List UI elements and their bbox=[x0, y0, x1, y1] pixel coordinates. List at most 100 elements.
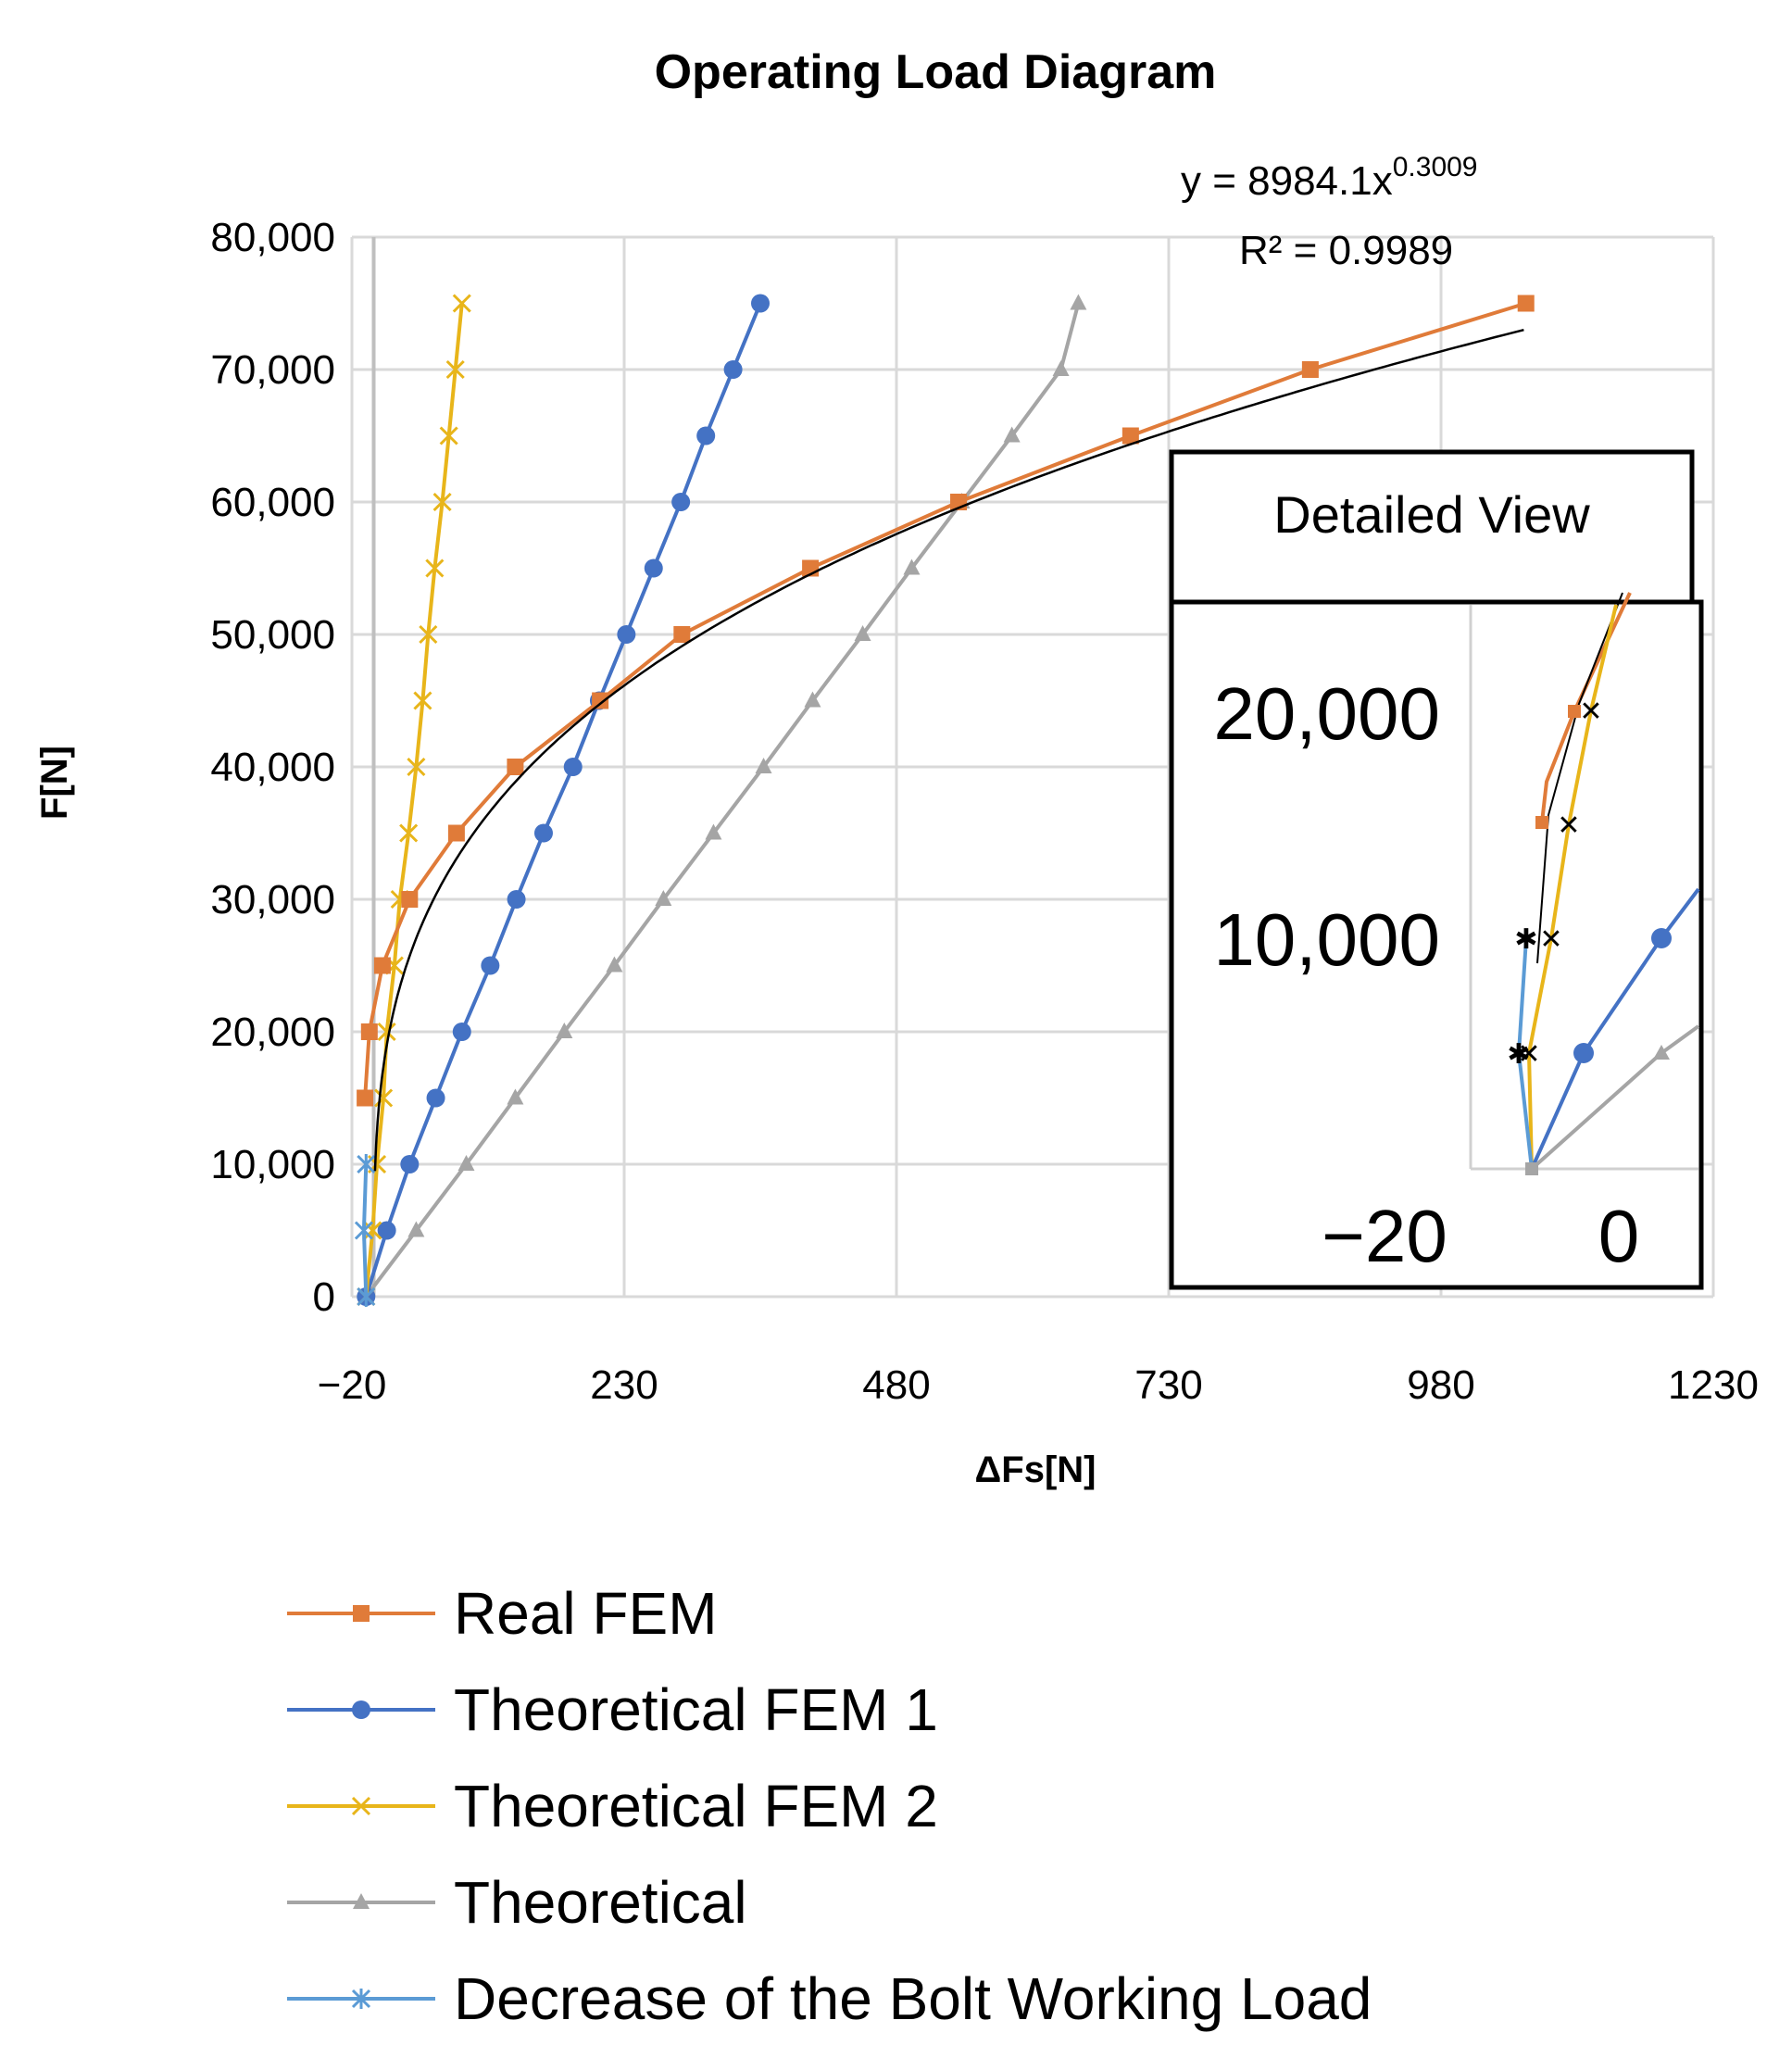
series-theoretical bbox=[357, 294, 1087, 1303]
data-point bbox=[617, 625, 636, 644]
inset-real-fem-marker bbox=[1535, 816, 1548, 829]
inset-decrease-line bbox=[1516, 937, 1534, 1170]
data-point bbox=[425, 558, 445, 578]
inset-fem2-marker: ✕ bbox=[1517, 1039, 1540, 1070]
legend-item: Theoretical FEM 1 bbox=[287, 1676, 938, 1743]
trendline-equation-base: y = 8984.1x bbox=[1181, 158, 1393, 204]
x-tick-label: 480 bbox=[862, 1362, 930, 1408]
legend-item: Real FEM bbox=[287, 1580, 718, 1647]
y-tick-label: 60,000 bbox=[210, 480, 335, 525]
legend-label: Real FEM bbox=[454, 1580, 718, 1647]
data-point bbox=[804, 691, 821, 708]
data-point bbox=[1052, 360, 1070, 376]
data-point bbox=[1070, 294, 1087, 310]
legend-item: Theoretical FEM 2 bbox=[287, 1773, 938, 1839]
inset-y-tick-10000: 10,000 bbox=[1213, 898, 1440, 981]
y-tick-label: 10,000 bbox=[210, 1142, 335, 1187]
series-line bbox=[364, 302, 1081, 1299]
series-line bbox=[364, 303, 464, 1298]
data-point bbox=[655, 890, 672, 906]
x-axis-label: ΔFs[N] bbox=[975, 1449, 1097, 1490]
trendline-equation: y = 8984.1x0.3009 bbox=[1181, 152, 1478, 204]
inset-fem2-marker: ✕ bbox=[1557, 810, 1580, 841]
data-point bbox=[401, 891, 419, 908]
chart-title: Operating Load Diagram bbox=[655, 45, 1217, 99]
data-point bbox=[399, 823, 419, 843]
data-point bbox=[357, 1286, 376, 1307]
y-tick-label: 70,000 bbox=[210, 347, 335, 393]
legend-label: Decrease of the Bolt Working Load bbox=[454, 1965, 1372, 2032]
legend-item: Theoretical bbox=[287, 1869, 747, 1936]
inset-fem2-marker: ✕ bbox=[1539, 924, 1562, 955]
inset-real-fem-line bbox=[1540, 592, 1632, 823]
y-axis-tick-labels: 0 10,000 20,000 30,000 40,000 50,000 60,000 70,… bbox=[210, 215, 335, 1320]
data-point bbox=[671, 493, 691, 511]
y-axis-label: F[N] bbox=[34, 746, 75, 820]
data-point bbox=[1122, 427, 1139, 445]
data-point bbox=[903, 558, 921, 575]
legend-label: Theoretical FEM 2 bbox=[454, 1773, 938, 1839]
series-layer bbox=[354, 294, 1535, 1307]
data-point bbox=[705, 823, 722, 840]
y-tick-label: 20,000 bbox=[210, 1010, 335, 1055]
series-theoretical-fem-1 bbox=[357, 294, 770, 1306]
data-point bbox=[373, 957, 391, 974]
data-point bbox=[507, 759, 524, 775]
inset-trendline bbox=[1536, 592, 1623, 964]
x-axis-tick-labels: −20 230 480 730 980 1230 bbox=[318, 1362, 1759, 1408]
data-point bbox=[413, 691, 432, 710]
y-tick-label: 30,000 bbox=[210, 877, 335, 922]
data-point bbox=[374, 1088, 394, 1108]
data-point bbox=[481, 956, 500, 975]
inset-x-tick-0: 0 bbox=[1598, 1195, 1640, 1277]
trendline-equation-exponent: 0.3009 bbox=[1393, 152, 1478, 182]
y-tick-label: 50,000 bbox=[210, 612, 335, 658]
legend-marker bbox=[352, 1700, 370, 1719]
x-tick-label: 730 bbox=[1134, 1362, 1202, 1408]
data-point bbox=[452, 294, 471, 313]
data-point bbox=[1301, 361, 1319, 378]
legend-label: Theoretical bbox=[454, 1869, 747, 1936]
data-point bbox=[723, 360, 743, 379]
legend-marker bbox=[353, 1893, 370, 1909]
data-point bbox=[354, 1220, 373, 1241]
x-tick-label: 230 bbox=[590, 1362, 658, 1408]
series-decrease-of-the-bolt-working-load bbox=[354, 1154, 376, 1307]
data-point bbox=[533, 823, 553, 843]
data-point bbox=[400, 1155, 420, 1173]
data-point bbox=[644, 558, 663, 578]
legend-label: Theoretical FEM 1 bbox=[454, 1676, 938, 1743]
data-point bbox=[755, 758, 772, 773]
data-point bbox=[407, 1221, 425, 1237]
data-point bbox=[556, 1023, 573, 1038]
inset-plot-box bbox=[1169, 599, 1704, 1290]
data-point bbox=[507, 1088, 524, 1105]
data-point bbox=[1003, 426, 1021, 443]
data-point bbox=[357, 1089, 374, 1107]
data-point bbox=[377, 1221, 396, 1240]
series-line bbox=[364, 302, 762, 1298]
legend: Real FEM Theoretical FEM 1 Theoretical FEM… bbox=[287, 1580, 1372, 2032]
data-point bbox=[452, 1023, 471, 1041]
y-tick-label: 0 bbox=[313, 1274, 335, 1320]
data-point bbox=[563, 758, 583, 776]
x-tick-label: 1230 bbox=[1668, 1362, 1759, 1408]
y-tick-label: 80,000 bbox=[210, 215, 335, 260]
data-point bbox=[419, 624, 438, 645]
power-trendline bbox=[373, 328, 1524, 1172]
data-point bbox=[377, 1022, 396, 1042]
x-tick-label: −20 bbox=[318, 1362, 387, 1408]
legend-marker bbox=[351, 1796, 371, 1816]
trendline-r-squared: R² = 0.9989 bbox=[1239, 228, 1453, 273]
data-point bbox=[439, 426, 458, 445]
inset-decrease-marker: ✱ bbox=[1507, 1039, 1530, 1070]
data-point bbox=[447, 824, 465, 842]
data-point bbox=[360, 1023, 378, 1040]
data-point bbox=[854, 625, 871, 641]
inset-y-tick-20000: 20,000 bbox=[1213, 672, 1440, 755]
inset-fem2-marker: ✕ bbox=[1579, 696, 1602, 727]
x-tick-label: 980 bbox=[1407, 1362, 1474, 1408]
inset-theoretical-fem1-marker bbox=[1651, 928, 1672, 948]
inset-series: ✕ ✕ ✕ ✕ ✱ ✱ bbox=[1507, 592, 1700, 1175]
